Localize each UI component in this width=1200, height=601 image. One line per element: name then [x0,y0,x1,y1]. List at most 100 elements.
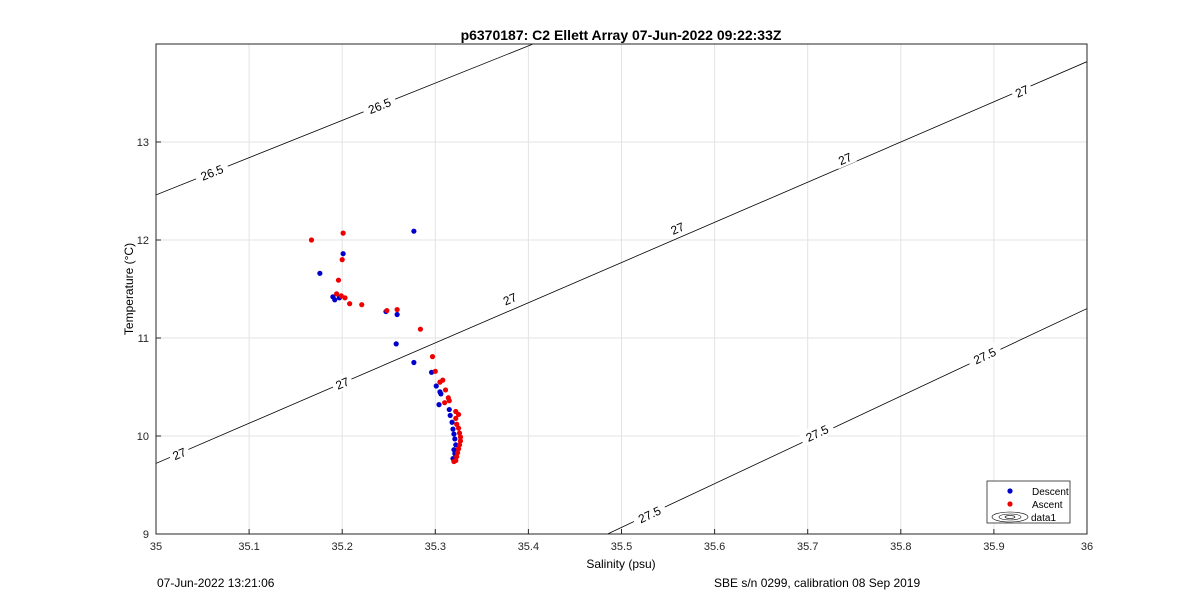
legend-label-ascent: Ascent [1032,500,1063,511]
ascent-point [417,326,424,332]
y-tick-label: 11 [138,333,149,345]
ascent-point [308,237,315,243]
contour-label: 27 [497,287,522,310]
ascent-point [432,368,438,374]
x-tick-label: 35.2 [331,541,352,553]
descent-point [394,311,400,318]
ascent-point [455,411,462,418]
contour-label-text: 27 [669,220,687,238]
y-tick-label: 12 [137,235,149,247]
contour-label-text: 27 [1013,82,1031,100]
y-tick-label: 10 [137,431,149,443]
ascent-point [359,302,365,308]
ascent-point [339,257,345,263]
x-tick-label: 35.7 [797,541,818,553]
legend: Descent Ascent data1 [986,480,1071,524]
contour-label-background [798,418,836,447]
x-tick-label: 35.6 [704,541,725,553]
contour-label-background [630,499,668,528]
ascent-point [457,438,464,444]
x-tick-label: 35.4 [518,541,539,553]
x-axis-label: Salinity (psu) [586,557,655,571]
x-tick-label: 36 [1081,541,1093,553]
contour-label-background [1009,79,1034,102]
contour-label-background [665,216,690,239]
legend-label-descent: Descent [1032,487,1069,498]
contour-label: 27 [1009,79,1034,102]
y-tick-label: 13 [137,137,149,149]
ascent-point [454,453,460,460]
descent-point [317,270,323,276]
contour-label-background [497,287,522,310]
ascent-point [335,277,342,283]
ascent-point [442,400,448,406]
y-axis-label: Temperature (°C) [122,243,136,335]
ascent-point [454,421,460,427]
ascent-point [451,458,457,465]
contour-label-text: 27 [333,374,351,392]
ascent-point [456,430,463,436]
ascent-point [455,450,461,456]
contour-label: 27 [832,147,857,170]
ascent-point [455,446,462,452]
x-tick-label: 35 [150,541,162,553]
descent-point [436,402,442,408]
contour-label: 27 [166,442,192,465]
descent-point [393,341,399,347]
legend-label-data1: data1 [1031,513,1056,524]
descent-point [449,419,455,425]
descent-point [433,383,439,389]
descent-point [340,251,346,257]
descent-point [332,297,338,303]
descent-point [411,228,417,234]
density-contour-line [156,61,1087,464]
legend-marker-ascent [1007,501,1013,507]
ascent-point [446,398,452,404]
ascent-point [394,306,400,313]
ascent-point [440,377,446,383]
x-tick-label: 35.5 [611,541,632,553]
ascent-point [429,354,436,360]
x-tick-label: 35.8 [890,541,911,553]
ascent-point [340,230,346,236]
data-points [308,228,464,465]
legend-marker-descent [1007,488,1013,494]
chart-title: p6370187: C2 Ellett Array 07-Jun-2022 09… [461,27,782,43]
contour-label-text: 27 [501,290,519,308]
legend-contour-icon [991,511,1029,523]
density-contour-line [607,308,1087,534]
contour-label-text: 27 [171,445,189,463]
contour-label-text: 27 [836,150,854,168]
contour-label: 27 [329,371,355,394]
x-tick-label: 35.9 [983,541,1004,553]
legend-contour-icon-inner [998,513,1022,521]
contour-label-background [360,91,398,119]
descent-point [452,436,458,442]
descent-point [438,391,444,397]
contour-label-background [329,371,355,394]
descent-point [411,359,417,366]
legend-box [986,480,1071,524]
descent-point [446,406,452,413]
ascent-point [455,425,462,431]
contour-label: 27 [665,216,690,239]
ascent-point [457,434,464,440]
x-tick-label: 35.1 [238,541,259,553]
descent-point [451,447,457,453]
contour-label-background [832,147,857,170]
footer-timestamp: 07-Jun-2022 13:21:06 [157,576,275,590]
contour-label-background [965,341,1003,370]
descent-point [447,412,453,419]
descent-point [450,426,456,432]
ascent-point [442,387,449,393]
ascent-point [334,291,340,297]
contour-label-background [166,442,192,465]
ascent-point [384,307,390,314]
ascent-point [453,415,459,421]
y-tick-label: 9 [143,529,149,541]
descent-point [451,431,457,437]
x-tick-label: 35.3 [425,541,446,553]
ascent-point [456,442,463,448]
legend-contour-icon-core [1004,515,1016,519]
